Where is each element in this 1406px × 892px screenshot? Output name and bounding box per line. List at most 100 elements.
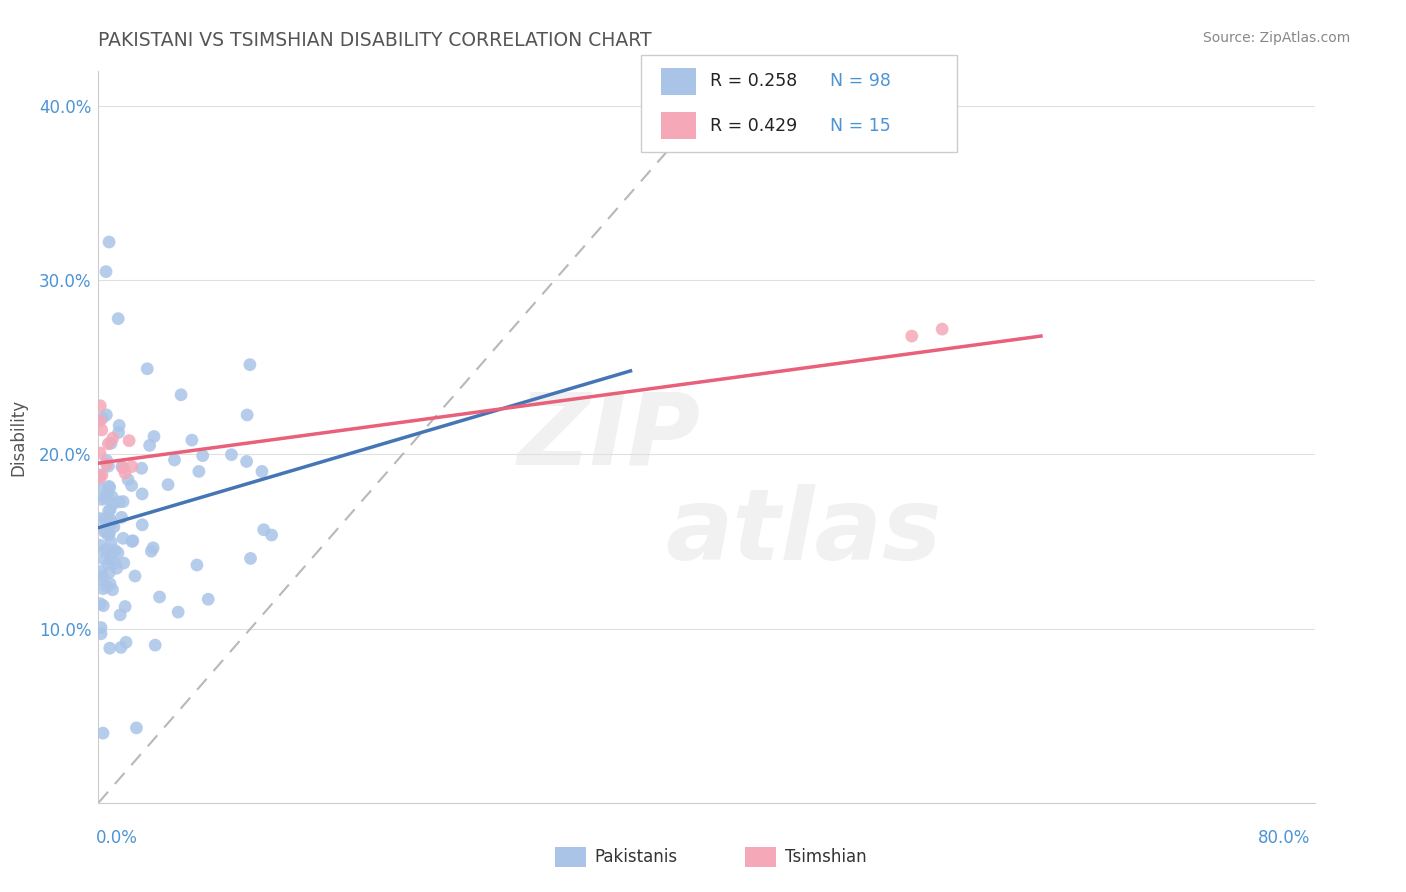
Point <box>91 582 114 596</box>
Point <box>89 597 111 611</box>
Point <box>91 599 114 613</box>
Point <box>148 590 170 604</box>
Point <box>89 538 111 552</box>
Point <box>93 544 115 558</box>
Point <box>94 512 117 526</box>
Point <box>124 569 146 583</box>
Point <box>89 446 111 460</box>
Text: Tsimshian: Tsimshian <box>785 848 866 866</box>
Point <box>107 546 129 560</box>
Point <box>103 520 125 534</box>
Point <box>89 399 111 413</box>
Point <box>142 541 165 555</box>
Point <box>90 621 112 635</box>
Point <box>117 473 139 487</box>
Point <box>110 510 132 524</box>
Point <box>236 408 259 422</box>
Point <box>98 566 121 580</box>
Point <box>96 408 118 422</box>
Point <box>104 556 127 570</box>
Text: PAKISTANI VS TSIMSHIAN DISABILITY CORRELATION CHART: PAKISTANI VS TSIMSHIAN DISABILITY CORREL… <box>98 31 652 50</box>
Point <box>197 592 219 607</box>
Point <box>239 551 262 566</box>
Point <box>931 322 953 336</box>
Point <box>112 532 135 546</box>
Text: atlas: atlas <box>665 483 942 581</box>
Point <box>91 492 114 507</box>
Point <box>131 517 153 532</box>
Point <box>163 453 186 467</box>
Text: N = 98: N = 98 <box>830 72 890 90</box>
Point <box>98 235 121 249</box>
Point <box>104 543 127 558</box>
Point <box>89 471 111 485</box>
Point <box>108 495 131 509</box>
Point <box>94 491 117 505</box>
Point <box>98 577 121 591</box>
Point <box>91 467 114 482</box>
Point <box>105 561 128 575</box>
Point <box>93 524 115 539</box>
Point <box>101 497 124 511</box>
Point <box>89 481 111 495</box>
Text: R = 0.258: R = 0.258 <box>710 72 820 90</box>
Point <box>96 579 118 593</box>
Point <box>115 635 138 649</box>
Point <box>180 433 202 447</box>
Point <box>97 459 120 474</box>
Point <box>260 528 283 542</box>
Y-axis label: Disability: Disability <box>10 399 28 475</box>
Point <box>107 311 129 326</box>
Point <box>97 504 120 518</box>
Point <box>191 449 214 463</box>
Point <box>89 565 111 579</box>
Point <box>186 558 208 572</box>
Point <box>108 607 131 622</box>
Point <box>101 516 124 530</box>
Point <box>121 533 143 548</box>
Point <box>107 425 129 440</box>
Point <box>141 544 163 558</box>
Point <box>101 431 124 445</box>
Point <box>96 542 118 557</box>
Text: Source: ZipAtlas.com: Source: ZipAtlas.com <box>1202 31 1350 45</box>
Point <box>100 552 122 566</box>
Point <box>96 487 118 501</box>
Point <box>93 552 115 566</box>
Point <box>111 460 134 475</box>
Point <box>90 423 112 437</box>
Point <box>118 434 141 448</box>
Point <box>239 358 262 372</box>
Point <box>97 437 120 451</box>
Point <box>90 626 112 640</box>
Point <box>900 329 922 343</box>
Point <box>98 526 121 541</box>
Point <box>89 573 111 587</box>
Point <box>96 457 118 471</box>
Point <box>121 534 143 549</box>
Point <box>138 438 160 452</box>
Point <box>143 429 166 443</box>
Point <box>89 511 111 525</box>
Point <box>97 479 120 493</box>
Point <box>112 556 135 570</box>
Point <box>108 418 131 433</box>
Point <box>235 454 257 468</box>
Point <box>121 478 143 492</box>
Point <box>91 726 114 740</box>
Point <box>136 361 159 376</box>
Point <box>94 523 117 537</box>
Point <box>98 641 121 656</box>
Point <box>121 459 143 474</box>
Point <box>131 461 153 475</box>
Point <box>97 558 120 572</box>
Point <box>250 465 273 479</box>
Point <box>131 487 153 501</box>
Point <box>98 512 121 526</box>
Point <box>97 528 120 542</box>
Text: 0.0%: 0.0% <box>96 829 138 847</box>
Point <box>98 480 121 494</box>
Point <box>100 535 122 549</box>
Point <box>170 388 193 402</box>
Point <box>96 453 118 467</box>
